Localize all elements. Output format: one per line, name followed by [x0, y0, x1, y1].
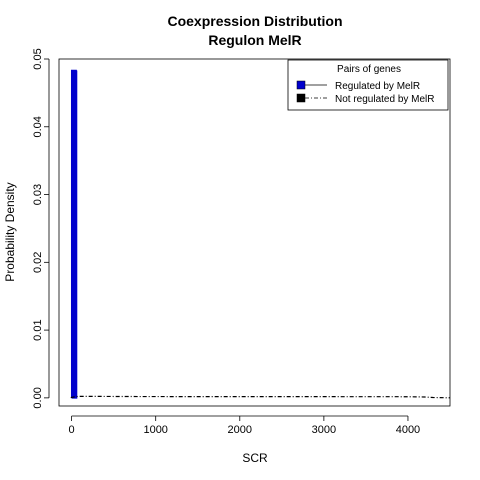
- x-axis: 0 1000 2000 3000 4000: [69, 415, 420, 436]
- x-tick-label: 1000: [143, 424, 167, 436]
- legend-label-regulated: Regulated by MelR: [335, 81, 420, 92]
- legend-swatch-regulated: [296, 80, 306, 90]
- y-tick-label: 0.00: [32, 387, 44, 408]
- x-tick-label: 3000: [312, 424, 336, 436]
- y-tick-label: 0.04: [32, 116, 44, 137]
- legend-entry-not-regulated: Not regulated by MelR: [296, 93, 435, 105]
- legend-title: Pairs of genes: [337, 64, 401, 75]
- y-tick-label: 0.02: [32, 252, 44, 273]
- legend-entry-regulated: Regulated by MelR: [296, 80, 420, 92]
- series-line-regulated: [70, 69, 78, 399]
- y-axis: 0.00 0.01 0.02 0.03 0.04 0.05: [32, 48, 50, 409]
- legend-swatch-not-regulated: [296, 93, 306, 103]
- legend-label-not-regulated: Not regulated by MelR: [335, 94, 435, 105]
- y-tick-label: 0.05: [32, 48, 44, 69]
- y-axis-label: Probability Density: [3, 182, 17, 281]
- x-tick-label: 4000: [396, 424, 420, 436]
- y-tick-label: 0.03: [32, 184, 44, 205]
- legend: Pairs of genes Regulated by MelR Not reg…: [287, 59, 449, 111]
- plot-area: [70, 69, 451, 399]
- x-axis-label: SCR: [242, 451, 268, 465]
- x-tick-label: 2000: [228, 424, 252, 436]
- series-line-not-regulated: [70, 395, 451, 399]
- chart-subtitle: Regulon MelR: [208, 32, 301, 48]
- chart-title: Coexpression Distribution: [167, 13, 342, 29]
- plot-frame: [58, 58, 451, 407]
- y-tick-label: 0.01: [32, 319, 44, 340]
- x-tick-label: 0: [69, 424, 75, 436]
